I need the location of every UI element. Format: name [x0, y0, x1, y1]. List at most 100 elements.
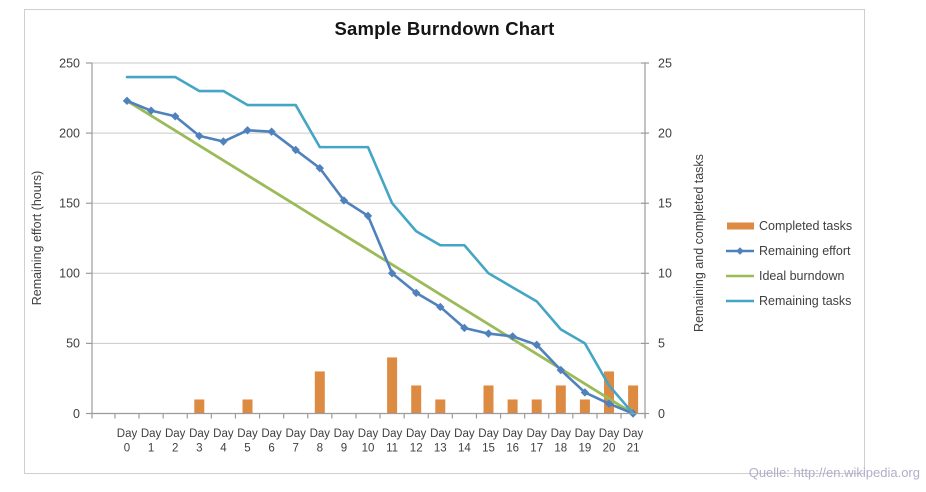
legend-label: Remaining effort — [759, 243, 851, 258]
x-axis-tick-label: 19 — [579, 443, 592, 455]
left-axis-tick-label: 250 — [59, 56, 80, 70]
legend-item-ideal-burndown: Ideal burndown — [726, 263, 871, 288]
marker-diamond — [146, 106, 156, 115]
right-axis-tick-label: 0 — [658, 407, 665, 421]
bar-completed-tasks — [435, 399, 446, 414]
right-axis-tick-label: 15 — [658, 197, 672, 211]
x-axis-tick-label: 6 — [268, 443, 274, 455]
bar-completed-tasks — [483, 385, 494, 414]
x-axis-tick-label: 0 — [124, 443, 130, 455]
right-axis-tick-label: 10 — [658, 267, 672, 281]
marker-diamond — [195, 131, 204, 141]
x-axis-tick-label: Day — [237, 428, 258, 440]
x-axis-tick-label: Day — [261, 428, 282, 440]
right-axis-tick-label: 5 — [658, 337, 665, 351]
bar-completed-tasks — [387, 357, 398, 414]
x-axis-tick-label: Day — [478, 428, 499, 440]
bar-completed-tasks — [507, 399, 518, 414]
line-remaining-tasks — [125, 75, 635, 415]
bar-completed-tasks — [314, 371, 325, 414]
x-axis-tick-label: 20 — [603, 443, 616, 455]
axis-tick-labels: 0 50 100 150 200 250 0 5 10 15 20 25 Day 0 Day 1 Day 2 Day… — [59, 56, 672, 454]
x-axis-tick-label: 11 — [386, 443, 398, 455]
x-axis-tick-label: Day — [406, 428, 427, 440]
x-axis-tick-label: Day — [141, 428, 162, 440]
marker-diamond — [556, 365, 565, 375]
x-axis-tick-label: Day — [285, 428, 306, 440]
bar-completed-tasks — [242, 399, 253, 414]
bar-completed-tasks — [604, 371, 614, 414]
line-remaining-effort — [122, 96, 638, 418]
marker-diamond — [171, 112, 180, 121]
x-axis-tick-label: Day — [526, 428, 547, 440]
bar-completed-tasks — [579, 399, 590, 414]
bar-completed-tasks — [411, 385, 422, 414]
bar-completed-tasks — [194, 399, 205, 414]
source-watermark: Quelle: http://en.wikipedia.org — [748, 465, 920, 480]
x-axis-tick-label: 7 — [292, 443, 298, 455]
x-axis-tick-label: Day — [382, 428, 403, 440]
x-axis-tick-label: 4 — [220, 443, 227, 455]
axes — [86, 62, 649, 419]
x-axis-tick-label: Day — [189, 428, 210, 440]
x-axis-tick-label: 16 — [506, 443, 519, 455]
marker-diamond — [508, 332, 517, 341]
ideal-burndown-swatch-icon — [726, 274, 754, 277]
x-axis-tick-label: Day — [454, 428, 475, 440]
x-axis-tick-label: 15 — [482, 443, 495, 455]
marker-diamond — [339, 196, 349, 205]
x-axis-tick-label: 3 — [196, 443, 202, 455]
legend-label: Remaining tasks — [759, 293, 852, 308]
x-axis-tick-label: 2 — [172, 443, 178, 455]
legend-item-remaining-effort: Remaining effort — [726, 238, 871, 263]
legend-item-remaining-tasks: Remaining tasks — [726, 288, 871, 313]
marker-diamond — [604, 399, 614, 408]
bars-completed-tasks — [194, 357, 639, 414]
chart-frame — [24, 9, 865, 474]
x-axis-tick-label: 9 — [341, 443, 347, 455]
marker-diamond — [291, 145, 300, 155]
bar-completed-tasks — [555, 385, 566, 414]
x-axis-tick-label: 8 — [317, 443, 323, 455]
line-ideal-burndown — [125, 99, 635, 415]
x-axis-tick-label: Day — [213, 428, 234, 440]
x-axis-tick-label: Day — [358, 428, 379, 440]
remaining-effort-swatch-icon — [726, 246, 754, 255]
marker-diamond — [412, 288, 421, 298]
bar-completed-tasks — [628, 385, 639, 414]
gridlines — [92, 62, 645, 344]
x-axis-tick-label: Day — [310, 428, 331, 440]
left-axis-tick-label: 200 — [59, 126, 80, 140]
x-axis-tick-label: 1 — [148, 443, 154, 455]
legend: Completed tasks Remaining effort Ideal b… — [726, 213, 871, 313]
bar-completed-tasks — [531, 399, 542, 414]
left-axis-tick-label: 0 — [73, 407, 80, 421]
marker-diamond — [363, 211, 373, 221]
x-axis-tick-label: Day — [165, 428, 186, 440]
x-axis-tick-label: Day — [623, 428, 644, 440]
x-axis-tick-label: 10 — [362, 443, 375, 455]
x-axis-tick-label: 21 — [627, 443, 640, 455]
marker-diamond — [315, 163, 324, 173]
x-axis-tick-label: 14 — [458, 443, 471, 455]
marker-diamond — [267, 127, 276, 136]
x-axis-tick-label: 5 — [244, 443, 250, 455]
marker-diamond — [484, 329, 493, 338]
x-axis-tick-label: Day — [551, 428, 572, 440]
x-axis-tick-label: 12 — [410, 443, 423, 455]
legend-label: Ideal burndown — [759, 268, 845, 283]
marker-diamond — [532, 340, 541, 350]
legend-label: Completed tasks — [759, 218, 853, 233]
x-axis-tick-label: Day — [117, 428, 138, 440]
marker-diamond — [243, 126, 252, 135]
x-axis-tick-label: Day — [430, 428, 451, 440]
marker-diamond — [460, 323, 469, 333]
marker-diamond — [387, 269, 397, 278]
marker-diamond — [122, 96, 132, 106]
x-axis-tick-label: 18 — [554, 443, 567, 455]
marker-diamond — [580, 388, 590, 397]
x-axis-tick-label: Day — [599, 428, 620, 440]
remaining-tasks-swatch-icon — [726, 299, 754, 302]
